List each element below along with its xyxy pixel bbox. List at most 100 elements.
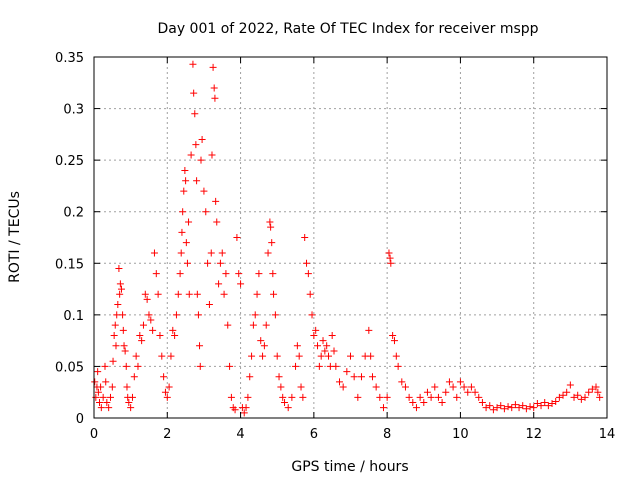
data-point (212, 197, 220, 205)
data-point (216, 259, 224, 267)
data-point (95, 399, 103, 407)
data-point (205, 301, 213, 309)
data-point (317, 352, 325, 360)
data-point (445, 378, 453, 386)
data-point (275, 373, 283, 381)
data-point (478, 399, 486, 407)
data-point (207, 249, 215, 257)
data-point (310, 331, 318, 339)
data-point (204, 259, 212, 267)
data-point (354, 393, 362, 401)
data-point (284, 404, 292, 412)
data-point (227, 393, 235, 401)
data-point (365, 326, 373, 334)
data-point (176, 270, 184, 278)
x-tick-label: 4 (236, 427, 244, 442)
data-point (497, 402, 505, 410)
data-point (357, 373, 365, 381)
data-point (111, 321, 119, 329)
data-point (91, 378, 99, 386)
data-point (368, 373, 376, 381)
y-tick-label: 0.05 (55, 360, 84, 375)
data-point (504, 403, 512, 411)
data-point (486, 402, 494, 410)
data-point (394, 362, 402, 370)
data-point (210, 84, 218, 92)
data-point (323, 342, 331, 350)
data-point (293, 342, 301, 350)
data-point (288, 393, 296, 401)
data-point (427, 393, 435, 401)
data-point (431, 383, 439, 391)
data-point (475, 393, 483, 401)
data-point (519, 402, 527, 410)
data-point (303, 259, 311, 267)
data-point (482, 404, 490, 412)
data-point (246, 373, 254, 381)
data-point (530, 404, 538, 412)
data-point (456, 378, 464, 386)
data-point (511, 401, 519, 409)
data-point (268, 239, 276, 247)
data-point (559, 391, 567, 399)
data-point (533, 400, 541, 408)
data-point (386, 254, 394, 262)
data-point (299, 393, 307, 401)
data-point (240, 409, 248, 417)
data-point (297, 383, 305, 391)
data-point (128, 393, 136, 401)
data-point (139, 321, 147, 329)
data-point (594, 388, 602, 396)
data-point (383, 393, 391, 401)
data-point (94, 388, 102, 396)
y-tick-label: 0 (76, 412, 84, 427)
data-point (220, 290, 228, 298)
data-point (306, 290, 314, 298)
data-point (500, 405, 508, 413)
data-point (120, 342, 128, 350)
data-point (196, 342, 204, 350)
data-point (489, 406, 497, 414)
data-point (150, 249, 158, 257)
data-point (113, 311, 121, 319)
data-point (259, 352, 267, 360)
data-point (392, 352, 400, 360)
data-point (336, 378, 344, 386)
data-point (190, 89, 198, 97)
data-point (192, 141, 200, 149)
data-point (467, 383, 475, 391)
data-point (167, 352, 175, 360)
data-point (325, 352, 333, 360)
data-point (292, 362, 300, 370)
data-point (330, 347, 338, 355)
y-tick-label: 0.2 (63, 206, 84, 221)
data-point (442, 388, 450, 396)
data-point (563, 388, 571, 396)
data-point (581, 393, 589, 401)
data-point (257, 337, 265, 345)
data-point (94, 368, 102, 376)
data-point (174, 290, 182, 298)
data-points (91, 60, 604, 417)
data-point (508, 404, 516, 412)
data-point (180, 187, 188, 195)
data-point (544, 402, 552, 410)
data-point (194, 311, 202, 319)
data-point (390, 337, 398, 345)
data-point (193, 290, 201, 298)
data-point (211, 94, 219, 102)
data-point (189, 60, 197, 68)
data-point (224, 321, 232, 329)
data-point (376, 393, 384, 401)
data-point (464, 388, 472, 396)
data-point (127, 404, 135, 412)
data-point (541, 399, 549, 407)
data-point (102, 378, 110, 386)
data-point (182, 239, 190, 247)
data-point (130, 373, 138, 381)
x-tick-labels: 0 2 4 6 8 10 12 14 (90, 427, 615, 442)
data-point (105, 404, 113, 412)
y-tick-label: 0.3 (63, 103, 84, 118)
